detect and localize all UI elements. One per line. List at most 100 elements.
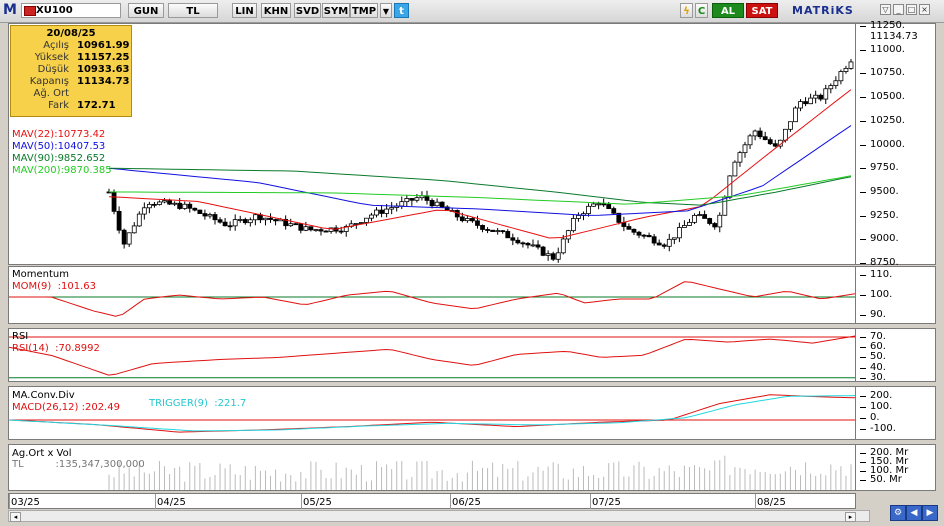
twitter-icon[interactable]: t xyxy=(394,3,409,18)
candle-down xyxy=(707,218,713,224)
horizontal-scrollbar[interactable]: ◂ ▸ xyxy=(8,510,870,522)
candle-down xyxy=(762,136,768,141)
candle-down xyxy=(475,220,480,226)
axis-tick-label: 90. xyxy=(860,309,886,320)
candle-down xyxy=(535,244,541,248)
maximize-icon[interactable]: □ xyxy=(906,4,917,15)
refresh-icon[interactable]: C xyxy=(695,3,708,18)
candle-up xyxy=(788,121,793,130)
candle-down xyxy=(515,239,521,244)
rsi-title: RSI xyxy=(12,331,29,342)
symbol-selector[interactable]: XU100 xyxy=(21,3,121,18)
candle-up xyxy=(141,207,147,215)
candle-down xyxy=(520,242,526,245)
info-row: Açılış 10961.99 xyxy=(11,40,131,51)
candle-down xyxy=(379,209,384,214)
axis-tick-label: 9750. xyxy=(860,162,899,174)
minimize-icon[interactable]: _ xyxy=(893,4,904,15)
info-value: 172.71 xyxy=(77,100,116,111)
candle-down xyxy=(606,204,612,209)
link-icon[interactable]: ⚙ xyxy=(890,505,906,521)
macd-panel[interactable]: MA.Conv.Div MACD(26,12) :202.49 TRIGGER(… xyxy=(8,386,856,440)
momentum-panel[interactable]: Momentum MOM(9) :101.63 xyxy=(8,266,856,324)
ma90-label: MAV(90):9852.652 xyxy=(12,153,106,164)
sym-button[interactable]: SYM xyxy=(322,3,350,18)
info-label: Kapanış xyxy=(29,76,69,87)
date-label: 06/25 xyxy=(450,494,481,509)
candle-up xyxy=(676,227,682,239)
rsi-line xyxy=(9,335,855,376)
last-price-label: 11134.73 xyxy=(870,31,918,42)
candle-down xyxy=(772,143,778,147)
info-label: Yüksek xyxy=(34,52,69,63)
axis-tick-label: 9250. xyxy=(860,209,899,221)
candle-up xyxy=(126,232,132,245)
info-row: Ağ. Ort xyxy=(11,88,131,99)
ma22-line xyxy=(108,89,852,239)
candle-down xyxy=(308,226,314,231)
rsi-chart xyxy=(9,335,855,379)
forward-arrow-icon[interactable]: ▶ xyxy=(922,505,938,521)
buy-button[interactable]: AL xyxy=(712,3,744,18)
candle-up xyxy=(560,238,566,254)
momentum-line xyxy=(9,281,855,317)
axis-tick-label: 150. Mr xyxy=(859,456,909,467)
candle-up xyxy=(586,205,591,215)
candle-down xyxy=(338,230,344,233)
axis-tick-label: 50. xyxy=(860,351,886,363)
tmp-button[interactable]: TMP xyxy=(350,3,378,18)
candle-up xyxy=(358,222,364,224)
linear-scale-button[interactable]: LIN xyxy=(232,3,257,18)
candle-up xyxy=(343,225,349,232)
candle-up xyxy=(591,203,596,207)
candle-up xyxy=(530,244,536,247)
candle-down xyxy=(712,223,718,228)
candle-down xyxy=(611,208,617,214)
volume-panel[interactable]: Ag.Ort x Vol TL :135,347,300,000 xyxy=(8,444,856,491)
candle-up xyxy=(232,219,238,227)
candle-up xyxy=(247,219,253,224)
collapse-icon[interactable]: ▽ xyxy=(880,4,891,15)
lightning-icon[interactable]: ϟ xyxy=(680,3,693,18)
candle-up xyxy=(464,218,470,222)
candle-up xyxy=(389,207,395,210)
candle-down xyxy=(242,219,248,224)
axis-tick-label: 200. Mr xyxy=(859,447,909,458)
candle-down xyxy=(202,213,208,217)
candle-down xyxy=(409,198,415,201)
candle-up xyxy=(697,214,702,216)
rsi-panel[interactable]: RSI RSI(14) :70.8992 xyxy=(8,328,856,382)
khn-button[interactable]: KHN xyxy=(261,3,291,18)
candle-up xyxy=(207,214,213,217)
currency-button-tl[interactable]: TL xyxy=(168,3,218,18)
ohlc-info-box: 20/08/25 Açılış 10961.99 Yüksek 11157.25 Düş… xyxy=(10,25,132,117)
info-label: Ağ. Ort xyxy=(33,88,69,99)
price-chart-panel[interactable]: MAV(22):10773.42 MAV(50):10407.53 MAV(90… xyxy=(8,23,856,265)
sell-button[interactable]: SAT xyxy=(746,3,778,18)
close-icon[interactable]: × xyxy=(919,4,930,15)
period-button-gun[interactable]: GUN xyxy=(128,3,164,18)
dropdown-arrow-icon[interactable]: ▼ xyxy=(380,3,392,18)
svd-button[interactable]: SVD xyxy=(294,3,321,18)
date-label: 05/25 xyxy=(301,494,332,509)
macd-axis: 200. 100. 0. -100. xyxy=(856,386,936,440)
info-date: 20/08/25 xyxy=(46,28,96,39)
scroll-right-icon[interactable]: ▸ xyxy=(845,512,856,522)
info-row: Yüksek 11157.25 xyxy=(11,52,131,63)
axis-tick-label: 100. xyxy=(859,401,893,412)
candle-up xyxy=(288,223,294,227)
macd-line xyxy=(9,394,855,433)
candle-up xyxy=(172,202,178,205)
scroll-left-icon[interactable]: ◂ xyxy=(10,512,21,522)
candle-up xyxy=(717,214,723,228)
candle-down xyxy=(525,242,531,246)
candle-down xyxy=(192,207,198,211)
info-value: 10933.63 xyxy=(77,64,130,75)
back-arrow-icon[interactable]: ◀ xyxy=(906,505,922,521)
candle-down xyxy=(646,234,652,238)
candle-down xyxy=(656,242,662,246)
info-value: 11157.25 xyxy=(77,52,130,63)
candle-up xyxy=(369,214,374,219)
candle-down xyxy=(273,219,278,222)
info-value: 10961.99 xyxy=(77,40,130,51)
